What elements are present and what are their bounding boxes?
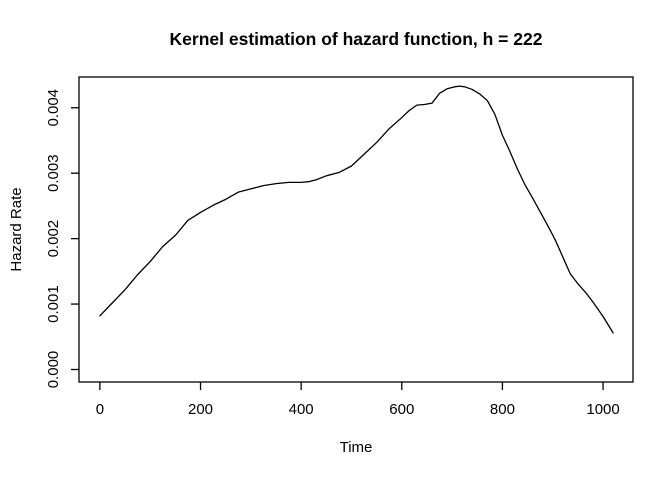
y-tick-label: 0.004 bbox=[45, 89, 62, 127]
y-tick-label: 0.000 bbox=[45, 351, 62, 389]
x-tick-label: 600 bbox=[389, 401, 414, 418]
y-tick-label: 0.003 bbox=[45, 154, 62, 192]
plot-generated-content: 0 200 400 600 800 1000 0.000 0.001 0.002 0.003 0.0… bbox=[45, 76, 634, 418]
y-tick-label: 0.001 bbox=[45, 285, 62, 323]
y-tick-label: 0.002 bbox=[45, 220, 62, 258]
chart-title: Kernel estimation of hazard function, h … bbox=[170, 29, 543, 49]
x-tick-label: 400 bbox=[289, 401, 314, 418]
x-tick-label: 200 bbox=[188, 401, 213, 418]
x-tick-label: 800 bbox=[490, 401, 515, 418]
plot-box bbox=[78, 76, 634, 383]
x-tick-label: 1000 bbox=[586, 401, 619, 418]
x-tick-label: 0 bbox=[96, 401, 104, 418]
kernel-hazard-estimate-curve bbox=[99, 85, 614, 334]
x-axis-label: Time bbox=[340, 439, 373, 456]
y-axis-label: Hazard Rate bbox=[8, 187, 25, 271]
